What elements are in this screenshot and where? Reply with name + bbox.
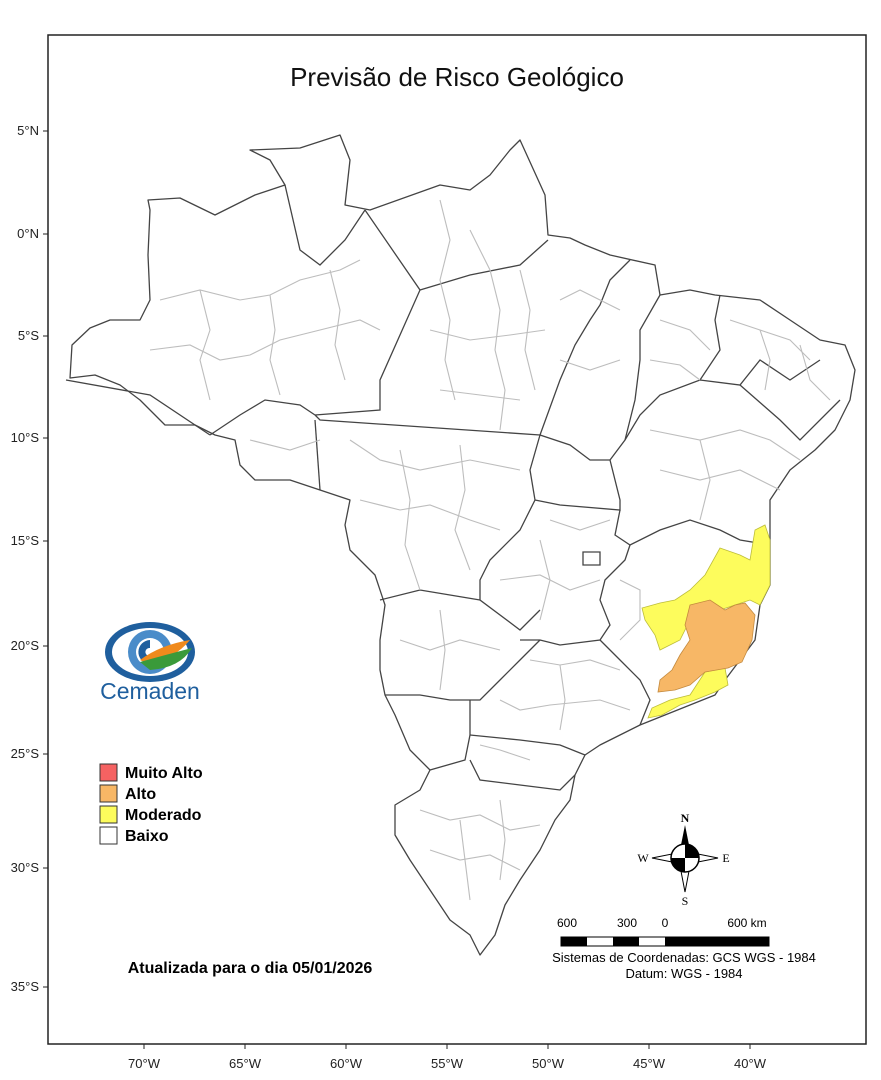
scale-label: 600 bbox=[557, 916, 577, 930]
legend-item: Baixo bbox=[99, 826, 169, 845]
compass-north: N bbox=[681, 811, 690, 825]
lat-tick-label: 20°S bbox=[11, 638, 40, 653]
brazil-outline bbox=[69, 134, 856, 956]
lat-tick-label: 10°S bbox=[11, 430, 40, 445]
coordinate-system: Sistemas de Coordenadas: GCS WGS - 1984 bbox=[552, 950, 816, 965]
lat-tick-label: 15°S bbox=[11, 533, 40, 548]
lat-tick-label: 0°N bbox=[17, 226, 39, 241]
scale-label: 0 bbox=[662, 916, 669, 930]
lon-tick-label: 65°W bbox=[229, 1056, 262, 1071]
scale-bar: 600 300 0 600 km bbox=[557, 916, 770, 947]
compass-east: E bbox=[722, 851, 729, 865]
logo-wordmark: Cemaden bbox=[100, 678, 200, 704]
legend-item: Alto bbox=[99, 784, 156, 803]
lon-tick-label: 70°W bbox=[128, 1056, 161, 1071]
scale-label: 300 bbox=[617, 916, 637, 930]
lat-tick-label: 35°S bbox=[11, 979, 40, 994]
map-frame bbox=[47, 34, 867, 1045]
lat-tick-label: 30°S bbox=[11, 860, 40, 875]
legend-swatch bbox=[99, 763, 118, 782]
legend-swatch bbox=[99, 826, 118, 845]
compass-south: S bbox=[682, 894, 689, 908]
legend-label: Moderado bbox=[125, 807, 202, 824]
updated-date: Atualizada para o dia 05/01/2026 bbox=[128, 960, 373, 977]
latitude-axis: 5°N 0°N 5°S 10°S 15°S 20°S 25°S 30°S 35°… bbox=[11, 123, 48, 994]
legend: Muito Alto Alto Moderado Baixo bbox=[99, 763, 203, 845]
risk-areas bbox=[641, 524, 771, 719]
risk-area-alto bbox=[657, 599, 756, 693]
lon-tick-label: 50°W bbox=[532, 1056, 565, 1071]
lat-tick-label: 5°N bbox=[17, 123, 39, 138]
legend-item: Moderado bbox=[99, 805, 202, 824]
legend-swatch bbox=[99, 805, 118, 824]
lon-tick-label: 45°W bbox=[633, 1056, 666, 1071]
state-borders bbox=[65, 184, 841, 791]
longitude-axis: 70°W 65°W 60°W 55°W 50°W 45°W 40°W bbox=[128, 1044, 767, 1071]
lon-tick-label: 60°W bbox=[330, 1056, 363, 1071]
lat-tick-label: 25°S bbox=[11, 746, 40, 761]
lat-tick-label: 5°S bbox=[18, 328, 39, 343]
datum: Datum: WGS - 1984 bbox=[625, 966, 742, 981]
scale-label: 600 km bbox=[727, 916, 766, 930]
cemaden-logo: Cemaden bbox=[100, 622, 200, 704]
legend-item: Muito Alto bbox=[99, 763, 203, 782]
compass-rose: N S W E bbox=[637, 811, 729, 908]
lon-tick-label: 40°W bbox=[734, 1056, 767, 1071]
risk-area-moderado bbox=[647, 667, 729, 719]
brazil-map bbox=[65, 134, 856, 956]
map-title: Previsão de Risco Geológico bbox=[290, 62, 624, 92]
lon-tick-label: 55°W bbox=[431, 1056, 464, 1071]
macro-region-borders bbox=[149, 199, 831, 901]
legend-label: Alto bbox=[125, 786, 156, 803]
legend-label: Baixo bbox=[125, 828, 169, 845]
compass-west: W bbox=[637, 851, 649, 865]
legend-label: Muito Alto bbox=[125, 765, 203, 782]
legend-swatch bbox=[99, 784, 118, 803]
